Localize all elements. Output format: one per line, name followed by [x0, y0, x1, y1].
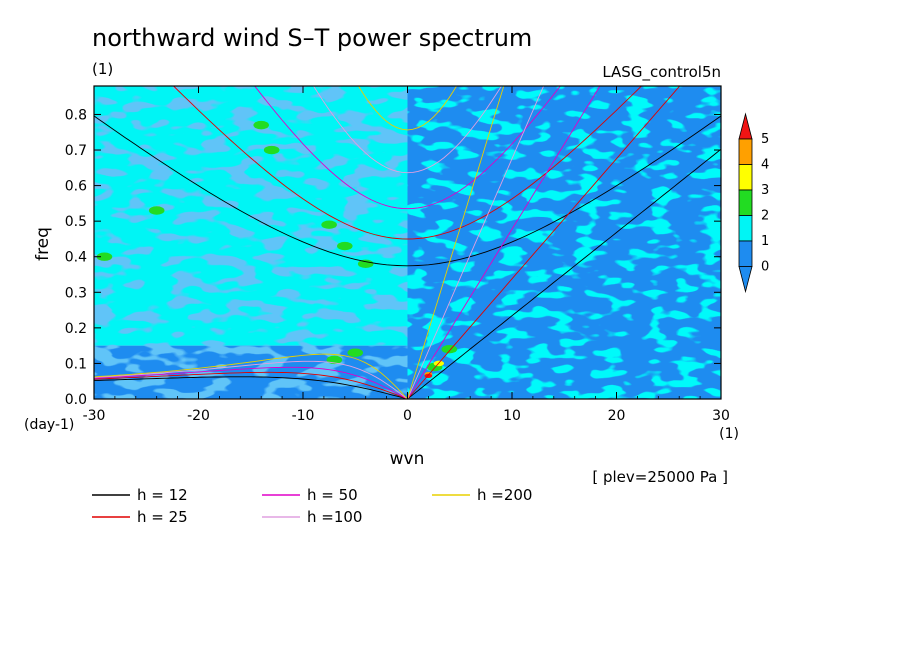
colorbar-end-low: [738, 266, 753, 294]
rossby-curve-h100: [94, 360, 408, 399]
y-tick-label-1: 0.1: [65, 356, 87, 372]
power-field: [94, 86, 721, 399]
colorbar-label-4: 4: [761, 158, 769, 173]
hotspot-4: [253, 120, 269, 130]
rossby-curve-h200: [94, 353, 408, 399]
x-tick-label-0: -30: [83, 408, 106, 424]
hotspot-3: [263, 145, 280, 155]
y-tick-label-0: 0.0: [65, 392, 87, 408]
colorbar-segment-4: [738, 138, 753, 165]
rossby-curve-h25: [94, 371, 408, 399]
y-tick-label-7: 0.7: [65, 143, 87, 159]
colorbar-label-0: 0: [761, 260, 769, 275]
plot-area: [94, 86, 721, 399]
x-tick-label-5: 20: [608, 408, 626, 424]
y-tick-label-8: 0.8: [65, 107, 87, 123]
y-unit-label: (day-1): [24, 417, 74, 433]
ig-curve-h12: [94, 115, 721, 267]
colorbar-segment-0: [738, 240, 753, 267]
colorbar-label-3: 3: [761, 183, 769, 198]
dispersion-curves: [94, 86, 721, 399]
x-tick-label-4: 10: [503, 408, 521, 424]
level-annotation: [ plev=25000 Pa ]: [592, 468, 728, 486]
y-axis-label: freq: [33, 227, 53, 261]
y-tick-label-3: 0.3: [65, 285, 87, 301]
colorbar-segment-2: [738, 189, 753, 216]
legend-label-h100: h =100: [307, 508, 362, 526]
ig-curve-h50: [254, 86, 561, 210]
y-tick-label-2: 0.2: [65, 321, 87, 337]
kelvin-curve-h200: [407, 86, 505, 399]
field-texture-west: [94, 86, 408, 399]
hotspot-6: [96, 252, 113, 261]
legend-label-h200: h =200: [477, 486, 532, 504]
kelvin-curve-h12: [407, 148, 721, 399]
colorbar-label-2: 2: [761, 209, 769, 224]
x-unit-label: (1): [719, 426, 739, 442]
legend-label-h50: h = 50: [307, 486, 358, 504]
colorbar-label-1: 1: [761, 234, 769, 249]
hotspot-9: [441, 345, 458, 354]
y-axis: 0.0 0.1 0.2 0.3 0.4 0.5 0.6 0.7 0.8: [65, 107, 721, 408]
hotspot-0: [321, 220, 337, 229]
ig-curve-h25: [172, 86, 643, 240]
rossby-curve-h12: [94, 376, 408, 399]
colorbar-end-high: [738, 112, 753, 140]
legend-label-h12: h = 12: [137, 486, 188, 504]
hotspot-2: [357, 259, 374, 269]
y-tick-label-6: 0.6: [65, 179, 87, 195]
colorbar-segment-1: [738, 215, 753, 242]
legend-label-h25: h = 25: [137, 508, 188, 526]
x-tick-label-3: 0: [403, 408, 412, 424]
rossby-curve-h50: [94, 366, 408, 399]
x-tick-label-6: 30: [712, 408, 730, 424]
right-subtitle: LASG_control5n: [602, 63, 721, 82]
legend: h = 12 h = 25 h = 50 h =100 h =200: [92, 486, 532, 526]
colorbar-label-5: 5: [761, 132, 769, 147]
hotspot-7: [347, 348, 364, 357]
x-tick-label-2: -10: [292, 408, 315, 424]
kelvin-curve-h25: [407, 86, 681, 399]
kelvin-curve-h100: [407, 86, 545, 399]
left-subtitle: (1): [92, 60, 113, 78]
chart-title: northward wind S–T power spectrum: [92, 24, 532, 52]
ig-curve-h100: [312, 86, 503, 174]
hotspot-5: [148, 206, 165, 215]
kelvin-curve-h50: [407, 86, 601, 399]
colorbar: 0 1 2 3 4 5: [738, 112, 769, 294]
x-axis-label: wvn: [390, 449, 425, 469]
hotspot-1: [337, 241, 353, 251]
field-texture-east: [407, 86, 721, 399]
y-tick-label-5: 0.5: [65, 214, 87, 230]
ig-curve-h200: [357, 86, 458, 131]
y-tick-label-4: 0.4: [65, 250, 87, 266]
colorbar-segment-3: [738, 164, 753, 191]
x-axis: -30 -20 -10 0 10 20 30: [83, 86, 730, 424]
x-tick-label-1: -20: [187, 408, 210, 424]
